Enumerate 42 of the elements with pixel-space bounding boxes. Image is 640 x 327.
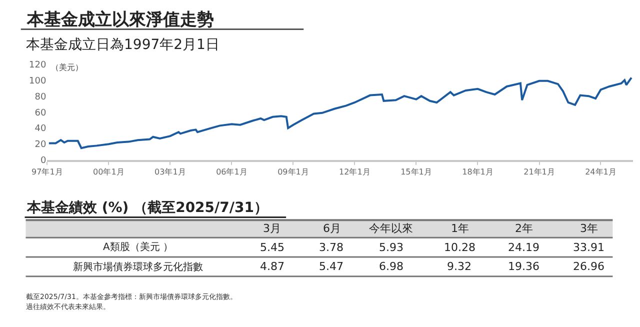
data-label: 19.36 xyxy=(508,260,540,273)
x-tick-label: 97年1月 xyxy=(32,167,63,176)
x-tick-label: 06年1月 xyxy=(216,167,248,176)
category-label: 3月 xyxy=(263,222,281,235)
data-label: 3.78 xyxy=(319,241,344,254)
x-tick-label: 03年1月 xyxy=(154,167,186,176)
data-label: 5.47 xyxy=(319,260,344,273)
category-label: 1年 xyxy=(451,222,469,235)
data-label: 9.32 xyxy=(447,260,472,273)
y-tick-label: 60 xyxy=(34,108,46,118)
y-tick-label: 0 xyxy=(40,156,46,166)
text: A類股（美元 ） xyxy=(103,241,174,253)
x-tick-label: 00年1月 xyxy=(93,167,124,176)
data-label: 6.98 xyxy=(379,260,404,273)
data-label: 24.19 xyxy=(508,241,540,254)
chart-subtitle: 本基金成立日為1997年2月1日 xyxy=(26,37,220,53)
data-label: 10.28 xyxy=(444,241,476,254)
data-label: 5.93 xyxy=(379,241,404,254)
category-label: 今年以來 xyxy=(369,222,413,235)
chart-title: 本基金成立以來淨值走勢 xyxy=(26,10,214,30)
y-tick-label: 40 xyxy=(34,124,46,134)
y-tick-label: 100 xyxy=(29,76,46,86)
category-label: 3年 xyxy=(580,222,598,235)
x-tick-label: 09年1月 xyxy=(278,167,309,176)
category-label: 2年 xyxy=(515,222,533,235)
text: 新興市場債券環球多元化指數 xyxy=(73,261,203,273)
data-label: 4.87 xyxy=(260,260,284,273)
line-series xyxy=(48,76,632,150)
x-tick-label: 15年1月 xyxy=(400,167,432,176)
x-tick-label: 24年1月 xyxy=(585,167,616,176)
y-tick-label: 20 xyxy=(34,140,46,150)
category-label: 6月 xyxy=(323,222,341,235)
x-tick-label: 12年1月 xyxy=(339,167,370,176)
y-tick-label: 80 xyxy=(34,92,46,102)
text: 本基金績效 (%) （截至2025/7/31） xyxy=(26,200,268,216)
data-label: 33.91 xyxy=(573,241,604,254)
y-axis-title: （美元） xyxy=(51,63,83,72)
y-tick-label: 120 xyxy=(29,60,46,70)
x-tick-label: 18年1月 xyxy=(462,167,494,176)
data-label: 26.96 xyxy=(573,260,604,273)
x-tick-label: 21年1月 xyxy=(524,167,555,176)
data-label: 5.45 xyxy=(260,241,284,254)
